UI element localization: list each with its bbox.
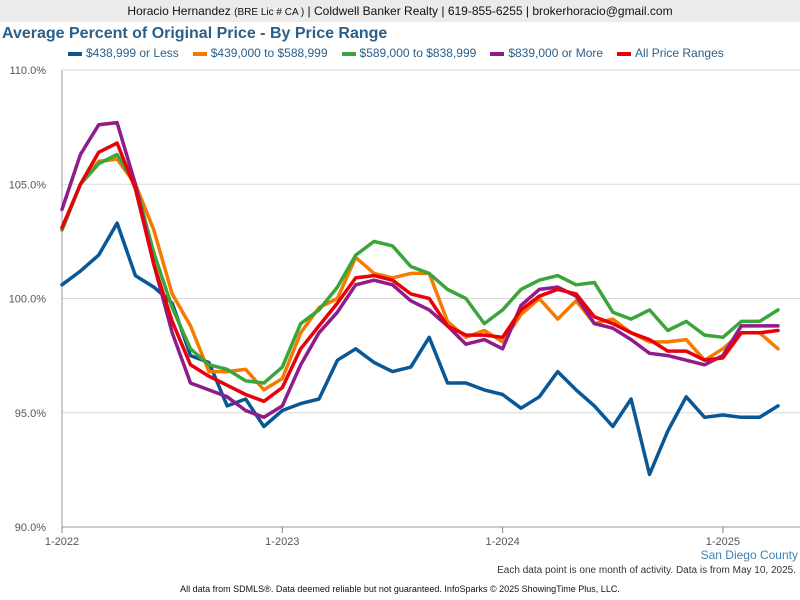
legend-label: $438,999 or Less [86, 46, 179, 60]
contact-header: Horacio Hernandez (BRE Lic # CA ) | Cold… [0, 0, 800, 22]
y-tick-label: 110.0% [10, 65, 47, 77]
footer-disclaimer: All data from SDMLS®. Data deemed reliab… [180, 584, 620, 594]
y-tick-label: 95.0% [15, 408, 46, 420]
series-line-2 [60, 157, 780, 392]
legend-item: All Price Ranges [617, 46, 724, 60]
legend-item: $589,000 to $838,999 [341, 46, 477, 60]
x-tick-label: 1-2023 [265, 536, 299, 548]
legend-label: $439,000 to $588,999 [210, 46, 328, 60]
y-tick-label: 105.0% [9, 179, 47, 191]
geography-label: San Diego County [700, 548, 798, 562]
chart-title: Average Percent of Original Price - By P… [2, 25, 388, 42]
legend-swatch [490, 51, 505, 56]
agent-details: | Coldwell Banker Realty | 619-855-6255 … [307, 4, 673, 18]
legend-swatch [617, 51, 632, 56]
legend-label: $839,000 or More [508, 46, 604, 60]
chart-legend: $438,999 or Less $439,000 to $588,999 $589… [68, 46, 738, 60]
legend-label: $589,000 to $838,999 [359, 46, 477, 60]
x-tick-label: 1-2024 [485, 536, 519, 548]
legend-item: $839,000 or More [490, 46, 603, 60]
series-line-3 [60, 152, 780, 385]
series-line-1 [60, 221, 780, 477]
legend-item: $438,999 or Less [68, 46, 179, 60]
y-tick-label: 90.0% [15, 522, 46, 534]
footer-note: Each data point is one month of activity… [497, 565, 796, 576]
legend-item: $439,000 to $588,999 [192, 46, 328, 60]
x-tick-label: 1-2022 [45, 536, 79, 548]
legend-swatch [192, 51, 207, 56]
license-text: (BRE Lic # CA ) [234, 7, 305, 18]
agent-name: Horacio Hernandez [127, 4, 231, 18]
x-tick-label: 1-2025 [706, 536, 740, 548]
series-line-5 [60, 141, 780, 404]
legend-swatch [341, 51, 356, 56]
legend-label: All Price Ranges [635, 46, 724, 60]
series-line-4 [60, 120, 780, 420]
legend-swatch [68, 51, 82, 56]
y-tick-label: 100.0% [9, 294, 47, 306]
